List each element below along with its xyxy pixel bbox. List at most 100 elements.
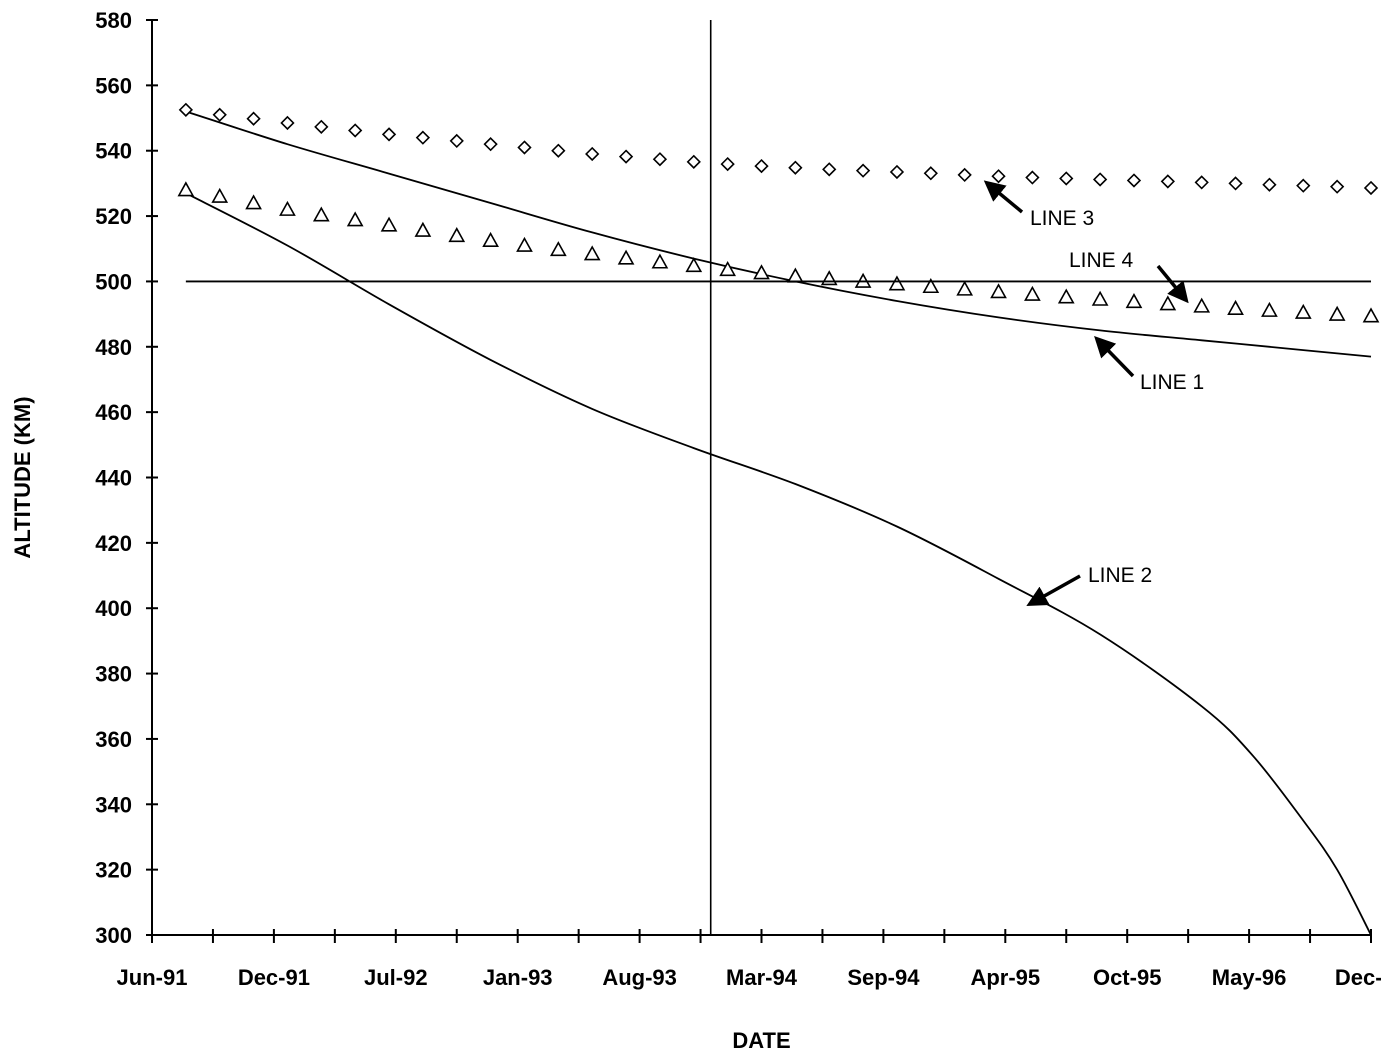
diamond-point [1059,171,1074,186]
callout-arrow-line-1 [1094,335,1135,378]
x-tick-label: Jan-93 [483,965,553,990]
diamond-point [246,111,261,126]
triangle-point [1125,293,1143,309]
triangle-point [583,245,601,261]
diamond-point [618,149,634,164]
y-tick-label: 540 [95,139,132,164]
series-layer [177,20,1380,936]
x-tick-label: May-96 [1212,965,1287,990]
triangle-point [1261,301,1278,317]
diamond-point [1126,173,1142,188]
diamond-point [585,146,600,162]
triangle-point [448,227,466,243]
x-tick-label: Apr-95 [970,965,1040,990]
y-axis: 300 320 340 360 380 400 420 440 460 480 500 520 540 5… [95,8,158,948]
triangle-point [888,275,906,291]
callout-arrow-line-4 [1156,264,1189,304]
diamond-point [280,115,295,131]
triangle-point [414,221,432,237]
triangle-point [516,236,533,252]
x-tick-label: Aug-93 [602,965,677,990]
x-tick-label: Jun-91 [117,965,188,990]
triangle-point [279,200,296,216]
triangle-point [1227,299,1244,315]
triangle-point [617,249,635,265]
diamond-point [178,102,193,117]
diamond-point [1228,176,1243,191]
x-tick-label: Sep-94 [847,965,920,990]
diamond-point [517,140,532,155]
diamond-point [449,133,464,149]
series-line-3 [178,102,1379,196]
y-tick-label: 460 [95,400,132,425]
y-tick-label: 580 [95,8,132,33]
diamond-point [212,107,227,122]
callout-label-line-1: LINE 1 [1140,371,1204,394]
triangle-point [312,206,330,222]
diamond-point [1296,178,1311,193]
triangle-point [753,264,770,280]
triangle-point [1159,295,1177,311]
triangle-point [956,280,974,296]
triangle-point [1091,290,1109,306]
triangle-point [380,216,398,232]
x-axis-title: DATE [732,1028,790,1053]
triangle-point [549,241,567,257]
x-tick-label: Jul-92 [364,965,428,990]
triangle-point [245,194,262,210]
triangle-point [719,261,736,277]
diamond-point [1025,170,1040,185]
series-line-1 [185,110,1372,358]
y-tick-label: 560 [95,73,132,98]
triangle-point [990,283,1007,299]
diamond-point [1160,174,1175,189]
diamond-point [1330,179,1345,194]
triangle-point [1024,285,1041,301]
x-tick-label: Oct-95 [1093,965,1161,990]
triangle-point [482,231,499,247]
y-tick-label: 320 [95,858,132,883]
callout-label-line-3: LINE 3 [1030,207,1094,230]
diamond-point [720,156,735,172]
y-tick-label: 360 [95,727,132,752]
series-line-2 [185,192,1372,936]
diamond-point [788,160,803,175]
triangle-point [651,253,669,269]
y-tick-label: 300 [95,923,132,948]
triangle-point [922,278,940,294]
y-tick-label: 520 [95,204,132,229]
triangle-point [211,187,229,203]
y-tick-label: 340 [95,792,132,817]
x-axis: Jun-91 Dec-91 Jul-92 Jan-93 Aug-93 Mar-94 Sep-… [117,929,1381,990]
y-axis-title: ALTITUDE (KM) [10,396,35,558]
triangle-point [1057,288,1075,304]
diamond-point [686,154,701,169]
diamond-point [923,166,938,181]
y-tick-label: 500 [95,269,132,294]
series-line-4 [177,181,1380,323]
diamond-point [652,152,668,167]
y-tick-label: 480 [95,335,132,360]
diamond-point [754,158,769,174]
diamond-point [551,143,566,158]
callout-arrow-line-2 [1026,574,1081,607]
diamond-point [1194,175,1209,190]
triangle-point [1193,297,1211,313]
y-tick-label: 420 [95,531,132,556]
diamond-point [348,123,363,138]
y-tick-label: 440 [95,466,132,491]
triangle-point [820,270,838,286]
diamond-point [483,137,498,152]
triangle-point [1294,303,1312,319]
triangle-point [346,211,364,227]
y-tick-label: 400 [95,596,132,621]
diamond-point [415,130,431,145]
diamond-point [855,163,871,178]
diamond-point [1092,172,1108,187]
diamond-point [991,169,1006,184]
triangle-point [177,181,195,197]
triangle-point [685,257,703,273]
diamond-point [957,167,972,183]
callout-arrow-line-3 [983,180,1024,214]
x-tick-label: Dec-91 [238,965,310,990]
